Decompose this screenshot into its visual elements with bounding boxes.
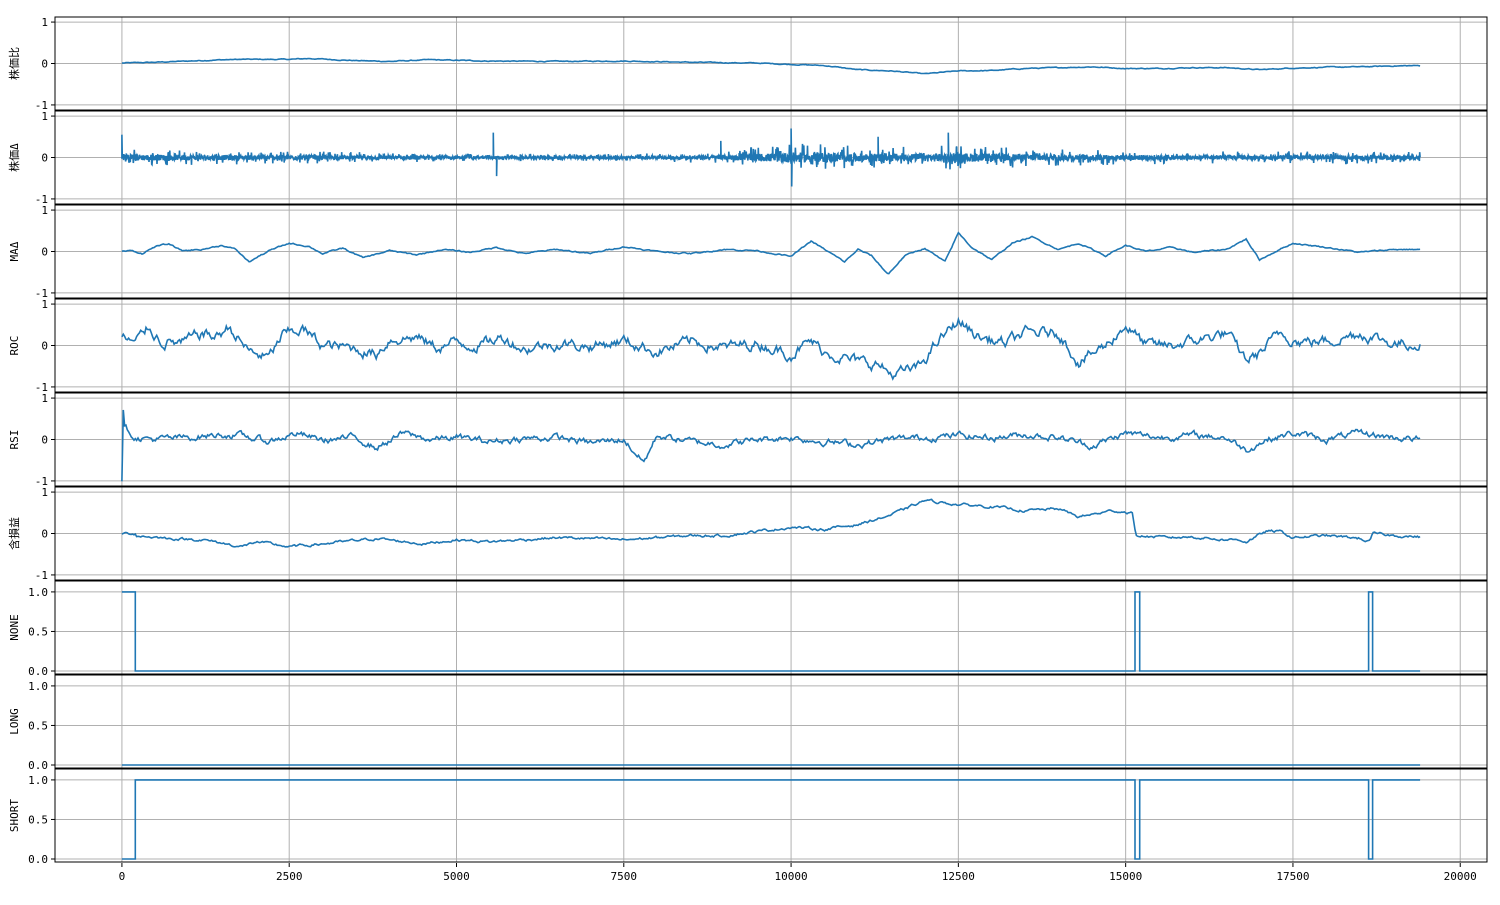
series-line	[121, 316, 1421, 381]
series-line	[121, 591, 1421, 672]
panel-frame	[54, 580, 1488, 675]
series-line	[121, 231, 1421, 275]
y-axis-label: SHORT	[8, 799, 21, 832]
y-tick-label: 1	[41, 16, 48, 29]
panel-5: -1 0 1 RSI	[8, 392, 1488, 488]
y-tick-label: 0	[41, 340, 48, 353]
series-line	[121, 57, 1421, 75]
y-tick-label: 0.0	[28, 665, 48, 678]
x-tick-label: 12500	[942, 870, 975, 883]
y-tick-label: 1	[41, 298, 48, 311]
y-axis-label: 株価比	[7, 47, 21, 80]
x-axis: 0 2500 5000 7500 10000 12500 15000 17500 20000	[119, 863, 1477, 883]
panel-frame	[54, 204, 1488, 299]
series-line	[121, 498, 1421, 548]
panel-frame	[54, 110, 1488, 205]
x-tick-label: 10000	[775, 870, 808, 883]
y-tick-label: -1	[35, 99, 48, 112]
x-tick-label: 15000	[1109, 870, 1142, 883]
y-tick-label: 0.5	[28, 625, 48, 638]
y-axis-label: 株価Δ	[7, 143, 21, 172]
y-tick-label: 1	[41, 392, 48, 405]
panel-frame	[54, 16, 1488, 111]
x-tick-label: 0	[119, 870, 126, 883]
y-tick-label: 0.5	[28, 719, 48, 732]
y-tick-label: -1	[35, 381, 48, 394]
y-tick-label: 0	[41, 152, 48, 165]
panel-frame	[54, 768, 1488, 863]
y-tick-label: 0.0	[28, 759, 48, 772]
panel-2: -1 0 1 株価Δ	[7, 110, 1488, 206]
x-tick-label: 5000	[443, 870, 470, 883]
y-axis-label: RSI	[8, 430, 21, 450]
y-tick-label: -1	[35, 193, 48, 206]
y-tick-label: 0	[41, 528, 48, 541]
panel-4: -1 0 1 ROC	[8, 298, 1488, 394]
y-tick-label: 1	[41, 110, 48, 123]
panel-9: 0.0 0.5 1.0 SHORT	[8, 768, 1488, 866]
panel-frame	[54, 298, 1488, 393]
series-line	[121, 409, 1421, 482]
y-tick-label: -1	[35, 287, 48, 300]
x-tick-label: 17500	[1276, 870, 1309, 883]
panel-3: -1 0 1 MAΔ	[8, 204, 1488, 300]
series-line	[121, 779, 1421, 860]
y-axis-label: NONE	[8, 614, 21, 641]
panel-frame	[54, 674, 1488, 769]
y-tick-label: 1.0	[28, 680, 48, 693]
y-tick-label: -1	[35, 475, 48, 488]
y-tick-label: 0	[41, 58, 48, 71]
y-tick-label: 0.5	[28, 813, 48, 826]
x-tick-label: 20000	[1444, 870, 1477, 883]
panel-8: 0.0 0.5 1.0 LONG	[8, 674, 1488, 772]
y-tick-label: 0	[41, 246, 48, 259]
panels-layer: -1 0 1 株価比 -1 0 1 株価Δ -1 0 1 MAΔ -1 0 1 ROC -1 0 1 RSI -1 0 1 含…	[7, 16, 1488, 866]
y-axis-label: MAΔ	[8, 241, 21, 261]
y-tick-label: 0	[41, 434, 48, 447]
y-tick-label: 0.0	[28, 853, 48, 866]
y-axis-label: ROC	[8, 336, 21, 356]
y-tick-label: 1.0	[28, 586, 48, 599]
y-tick-label: -1	[35, 569, 48, 582]
series-line	[121, 128, 1421, 187]
panel-frame	[54, 486, 1488, 581]
y-tick-label: 1	[41, 486, 48, 499]
y-tick-label: 1.0	[28, 774, 48, 787]
panel-1: -1 0 1 株価比	[7, 16, 1488, 112]
y-axis-label: 含損益	[7, 517, 21, 550]
panel-7: 0.0 0.5 1.0 NONE	[8, 580, 1488, 678]
panel-frame	[54, 392, 1488, 487]
x-tick-label: 7500	[611, 870, 638, 883]
y-axis-label: LONG	[8, 708, 21, 735]
y-tick-label: 1	[41, 204, 48, 217]
panel-6: -1 0 1 含損益	[7, 486, 1488, 582]
x-tick-label: 2500	[276, 870, 303, 883]
